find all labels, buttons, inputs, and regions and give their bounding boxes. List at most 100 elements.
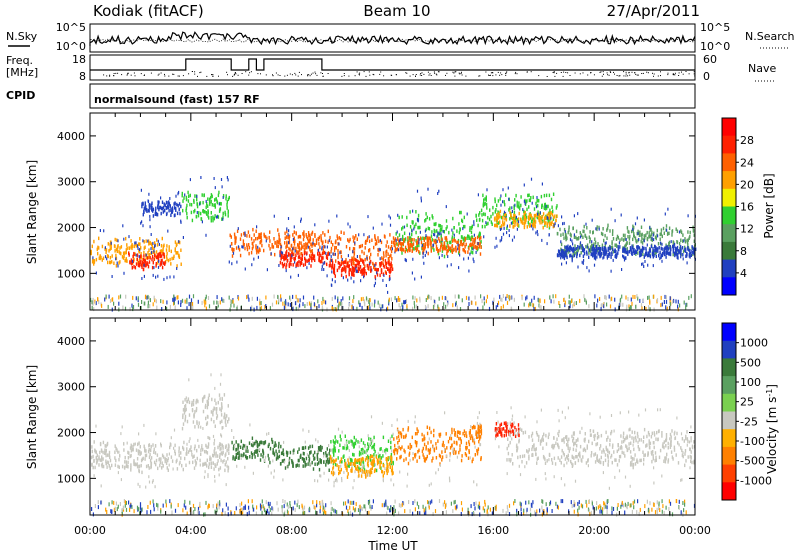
heatmap-cell: [653, 249, 654, 252]
heatmap-cell: [308, 430, 309, 433]
noise-cell: [270, 502, 271, 506]
noise-cell: [471, 301, 472, 305]
noise-cell: [594, 294, 595, 298]
heatmap-cell: [565, 230, 566, 233]
heatmap-cell: [415, 231, 416, 235]
heatmap-cell: [320, 234, 321, 238]
heatmap-cell: [169, 464, 170, 467]
heatmap-cell: [215, 451, 216, 455]
heatmap-cell: [255, 449, 256, 453]
nave-dot: [134, 73, 135, 74]
noise-cell: [534, 510, 535, 514]
nave-dot: [423, 74, 424, 75]
heatmap-cell: [300, 220, 301, 223]
noise-cell: [610, 304, 611, 308]
heatmap-cell: [212, 216, 213, 220]
noise-cell: [219, 500, 220, 504]
heatmap-cell: [303, 458, 304, 462]
noise-cell: [678, 300, 679, 304]
heatmap-cell: [637, 232, 638, 235]
noise-cell: [122, 508, 123, 512]
heatmap-cell: [92, 256, 93, 259]
heatmap-cell: [118, 471, 119, 474]
heatmap-cell: [184, 398, 185, 402]
heatmap-cell: [226, 449, 227, 453]
heatmap-cell: [216, 416, 217, 420]
noise-cell: [115, 507, 116, 511]
heatmap-cell: [473, 260, 474, 263]
noise-cell: [125, 500, 126, 504]
heatmap-cell: [196, 422, 197, 426]
heatmap-cell: [322, 246, 323, 249]
nave-dot: [681, 72, 682, 73]
heatmap-cell: [93, 459, 94, 463]
noise-cell: [335, 509, 336, 513]
heatmap-cell: [247, 246, 248, 250]
noise-cell: [270, 508, 271, 512]
heatmap-cell: [373, 246, 374, 250]
heatmap-cell: [487, 222, 488, 226]
heatmap-cell: [120, 432, 121, 435]
heatmap-cell: [207, 197, 208, 201]
heatmap-cell: [452, 239, 453, 243]
heatmap-cell: [209, 462, 210, 466]
noise-cell: [150, 501, 151, 505]
heatmap-cell: [219, 393, 220, 397]
noise-cell: [484, 296, 485, 300]
heatmap-cell: [110, 466, 111, 470]
heatmap-cell: [132, 266, 133, 270]
heatmap-cell: [169, 258, 170, 262]
heatmap-cell: [92, 450, 93, 454]
heatmap-cell: [407, 236, 408, 240]
noise-cell: [484, 500, 485, 504]
heatmap-cell: [658, 254, 659, 257]
heatmap-cell: [128, 456, 129, 460]
heatmap-cell: [452, 235, 453, 239]
heatmap-cell: [182, 199, 183, 203]
nave-dot: [646, 72, 647, 73]
noise-cell: [414, 499, 415, 503]
heatmap-cell: [375, 275, 376, 279]
heatmap-cell: [233, 252, 234, 255]
heatmap-cell: [141, 263, 142, 267]
nave-dot: [344, 73, 345, 74]
heatmap-cell: [170, 214, 171, 218]
heatmap-cell: [586, 236, 587, 240]
heatmap-cell: [349, 259, 350, 263]
heatmap-cell: [214, 399, 215, 403]
heatmap-cell: [479, 218, 480, 222]
heatmap-cell: [575, 236, 576, 240]
heatmap-cell: [232, 254, 233, 257]
heatmap-cell: [202, 463, 203, 467]
heatmap-cell: [200, 176, 201, 179]
heatmap-cell: [514, 223, 515, 227]
heatmap-cell: [271, 245, 272, 249]
noise-cell: [653, 295, 654, 299]
nave-dot: [499, 75, 500, 76]
heatmap-cell: [329, 253, 330, 256]
noise-cell: [100, 501, 101, 505]
heatmap-cell: [527, 225, 528, 229]
noise-cell: [132, 296, 133, 300]
heatmap-cell: [222, 398, 223, 401]
heatmap-cell: [114, 249, 115, 253]
noise-cell: [606, 303, 607, 307]
heatmap-cell: [211, 216, 212, 220]
heatmap-cell: [584, 248, 585, 252]
nave-dot: [454, 76, 455, 77]
heatmap-cell: [500, 197, 501, 201]
heatmap-cell: [609, 229, 610, 233]
heatmap-cell: [233, 436, 234, 439]
nave-dot: [637, 75, 638, 76]
heatmap-cell: [278, 264, 279, 267]
heatmap-cell: [207, 421, 208, 425]
heatmap-cell: [207, 459, 208, 463]
heatmap-cell: [525, 202, 526, 205]
heatmap-cell: [404, 226, 405, 229]
heatmap-cell: [178, 204, 179, 208]
heatmap-cell: [243, 232, 244, 236]
heatmap-cell: [292, 452, 293, 455]
noise-cell: [193, 294, 194, 298]
noise-cell: [423, 505, 424, 509]
heatmap-cell: [147, 251, 148, 255]
